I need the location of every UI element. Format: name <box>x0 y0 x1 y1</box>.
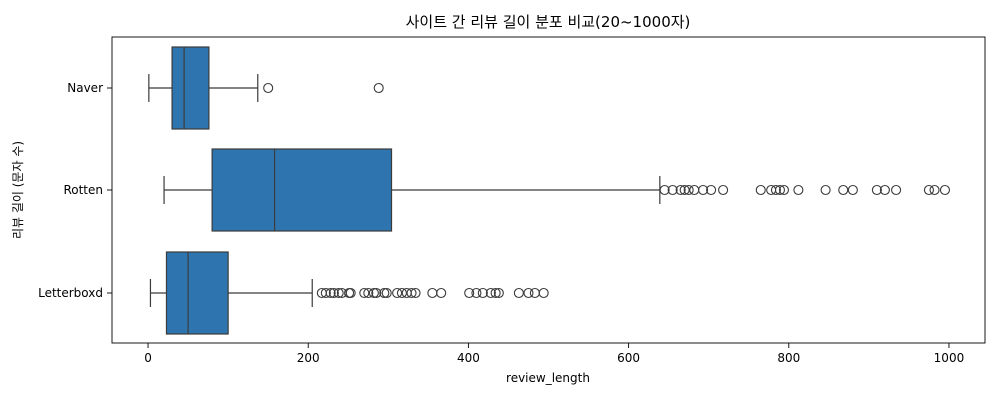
outlier-point <box>368 287 379 299</box>
outlier-point <box>379 287 390 299</box>
outlier-point <box>879 184 890 196</box>
outlier-point <box>263 82 274 94</box>
outlier-point <box>838 184 849 196</box>
outlier-point <box>320 287 331 299</box>
outlier-point <box>436 287 447 299</box>
outlier-point <box>359 287 370 299</box>
outlier-point <box>363 287 374 299</box>
box-group-letterboxd <box>149 251 549 335</box>
outlier-point <box>871 184 882 196</box>
outlier-point <box>371 287 382 299</box>
x-axis-ticks: 0 200 400 600 800 1000 <box>144 343 964 365</box>
x-tick-label: 1000 <box>934 351 965 365</box>
x-tick-label: 400 <box>457 351 480 365</box>
outlier-point <box>820 184 831 196</box>
outlier-point <box>923 184 934 196</box>
outlier-point <box>477 287 488 299</box>
outlier-point <box>392 287 403 299</box>
y-axis-ticks: Naver Rotten Letterboxd <box>38 81 112 300</box>
outlier-point <box>679 184 690 196</box>
outlier-point <box>464 287 475 299</box>
outlier-point <box>538 287 549 299</box>
outlier-point <box>381 287 392 299</box>
x-tick-label: 200 <box>297 351 320 365</box>
outlier-point <box>755 184 766 196</box>
outlier-point <box>406 287 417 299</box>
outlier-point <box>410 287 421 299</box>
outlier-point <box>493 287 504 299</box>
y-tick-label: Rotten <box>63 183 103 197</box>
outlier-point <box>485 287 496 299</box>
outlier-point <box>683 184 694 196</box>
outlier-point <box>328 287 339 299</box>
box-group-naver <box>148 46 384 130</box>
outlier-point <box>939 184 951 196</box>
outlier-point <box>471 287 482 299</box>
outlier-point <box>427 287 438 299</box>
x-tick-label: 0 <box>144 351 152 365</box>
box-iqr <box>211 148 393 232</box>
outlier-point <box>891 184 902 196</box>
outlier-point <box>325 287 336 299</box>
box-iqr <box>171 46 210 130</box>
outlier-point <box>523 287 534 299</box>
outlier-point <box>689 184 700 196</box>
outlier-point <box>667 184 678 196</box>
box-group-rotten <box>163 148 951 232</box>
outlier-point <box>847 184 858 196</box>
outlier-point <box>774 184 786 196</box>
outlier-point <box>793 184 804 196</box>
outlier-point <box>333 287 344 299</box>
y-tick-label: Naver <box>67 81 103 95</box>
x-tick-label: 600 <box>617 351 640 365</box>
outlier-point <box>778 184 790 196</box>
chart-title: 사이트 간 리뷰 길이 분포 비교(20~1000자) <box>406 13 691 31</box>
x-axis-label: review_length <box>506 371 590 385</box>
boxes-layer <box>148 46 951 335</box>
outlier-point <box>675 184 686 196</box>
outlier-point <box>718 184 729 196</box>
y-axis-label: 리뷰 길이 (문자 수) <box>11 141 25 239</box>
outlier-point <box>490 287 501 299</box>
outlier-point <box>373 82 384 94</box>
outlier-point <box>396 287 407 299</box>
y-tick-label: Letterboxd <box>38 286 103 300</box>
outlier-point <box>529 287 540 299</box>
outlier-point <box>659 184 670 196</box>
outlier-point <box>698 184 709 196</box>
outlier-point <box>345 287 356 299</box>
x-tick-label: 800 <box>777 351 800 365</box>
outlier-point <box>770 184 782 196</box>
outlier-point <box>706 184 717 196</box>
outlier-point <box>929 184 940 196</box>
outlier-point <box>513 287 524 299</box>
box-iqr <box>165 251 229 335</box>
